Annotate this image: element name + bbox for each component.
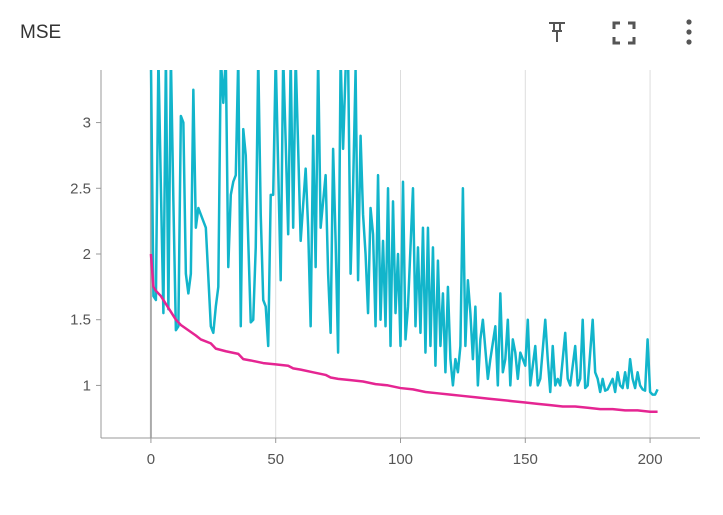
more-button[interactable]: [686, 19, 692, 45]
x-tick-label: 100: [388, 451, 413, 468]
chart-title: MSE: [20, 22, 61, 43]
x-tick-label: 200: [638, 451, 663, 468]
y-tick-label: 3: [83, 115, 91, 132]
y-tick-label: 2: [83, 246, 91, 263]
y-tick-label: 1.5: [70, 312, 91, 329]
x-tick-label: 150: [513, 451, 538, 468]
x-tick-label: 0: [147, 451, 155, 468]
pin-button[interactable]: [549, 22, 565, 42]
x-tick-label: 50: [267, 451, 284, 468]
series-line: [149, 70, 659, 396]
series-line: [149, 253, 658, 413]
y-tick-label: 1: [83, 377, 91, 394]
fullscreen-button[interactable]: [612, 21, 636, 45]
y-tick-label: 2.5: [70, 180, 91, 197]
